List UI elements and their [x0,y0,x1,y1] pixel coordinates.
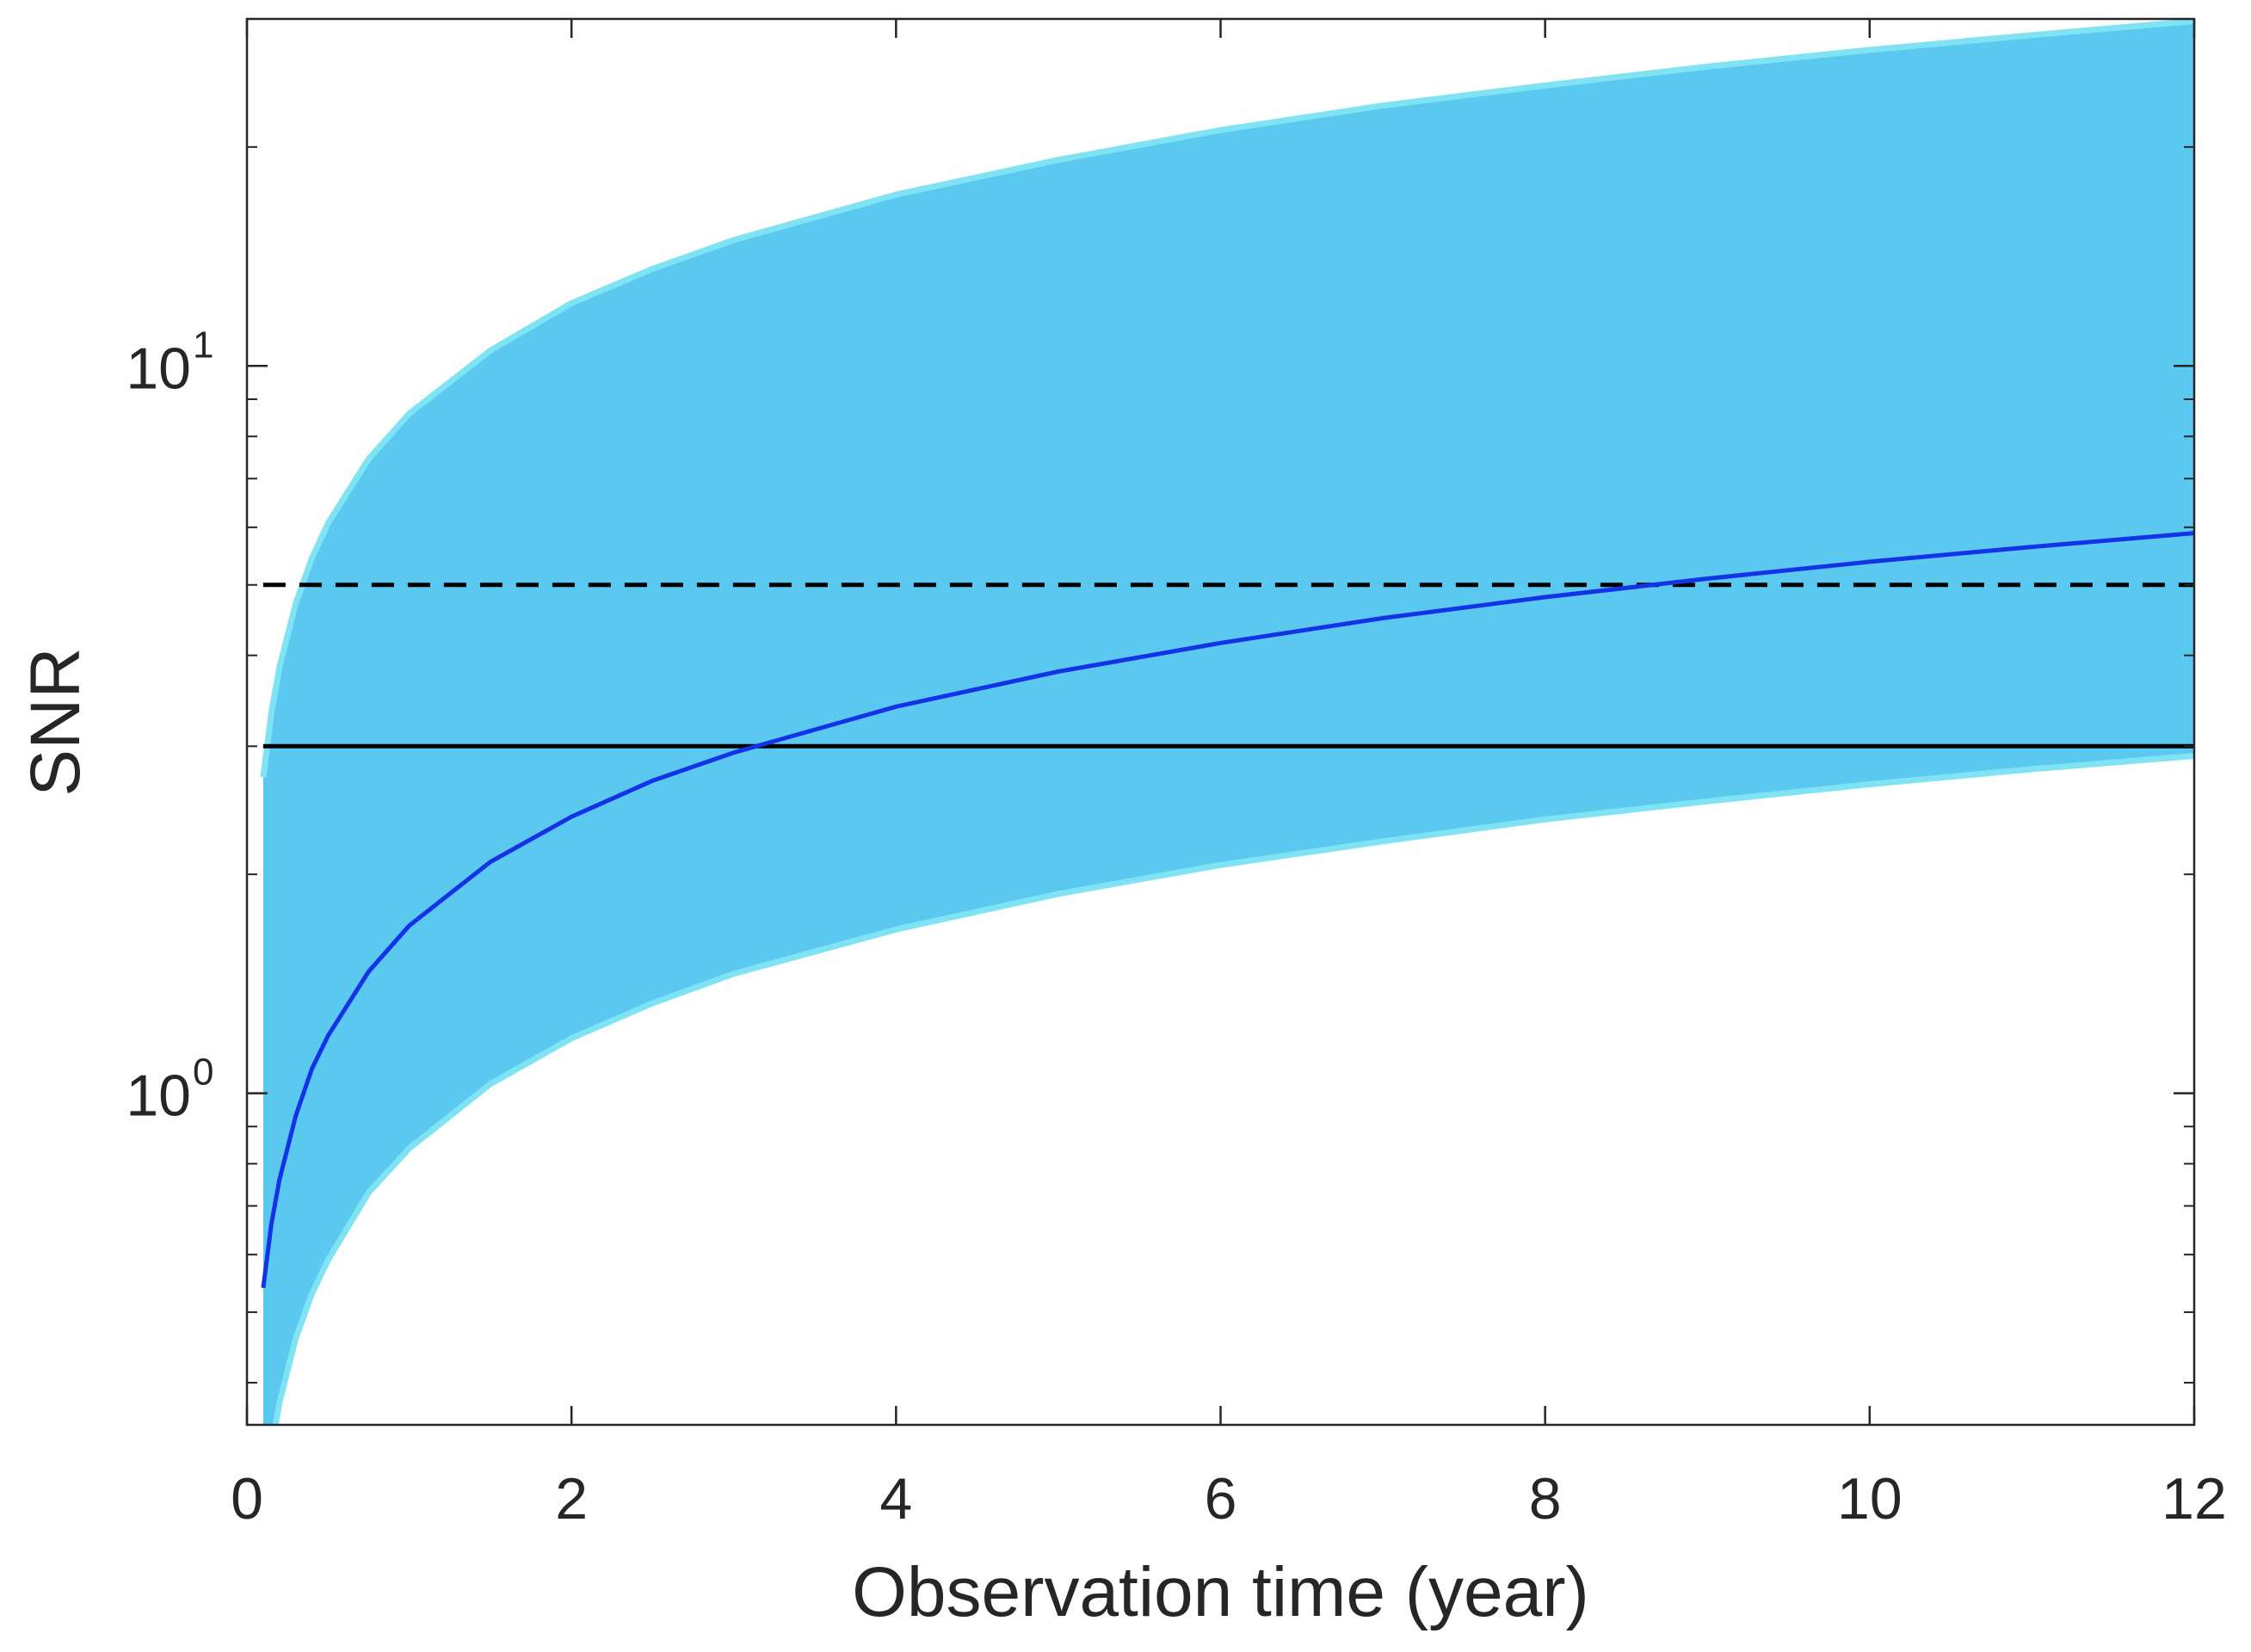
y-tick-exponent: 1 [193,324,213,366]
band-upper-line [260,19,2194,778]
x-tick-label: 4 [879,1466,912,1532]
x-tick-label: 2 [555,1466,588,1532]
band-lower-line [272,753,2194,1425]
y-axis-title: SNR [16,647,95,796]
x-axis-title: Observation time (year) [852,1553,1589,1631]
y-tick-exponent: 0 [193,1051,213,1094]
plot-area [260,19,2194,1425]
x-tick-label: 12 [2162,1466,2227,1532]
x-tick-label: 6 [1205,1466,1237,1532]
x-tick-label: 0 [231,1466,263,1532]
x-tick-label: 10 [1837,1466,1903,1532]
snr-band-fill [262,21,2194,1425]
median-snr-line [261,531,2194,1289]
x-tick-label: 8 [1529,1466,1562,1532]
y-tick-label: 10 [126,1063,191,1129]
y-tick-label: 10 [126,336,191,401]
axis-labels: Observation time (year) SNR [16,647,1589,1631]
